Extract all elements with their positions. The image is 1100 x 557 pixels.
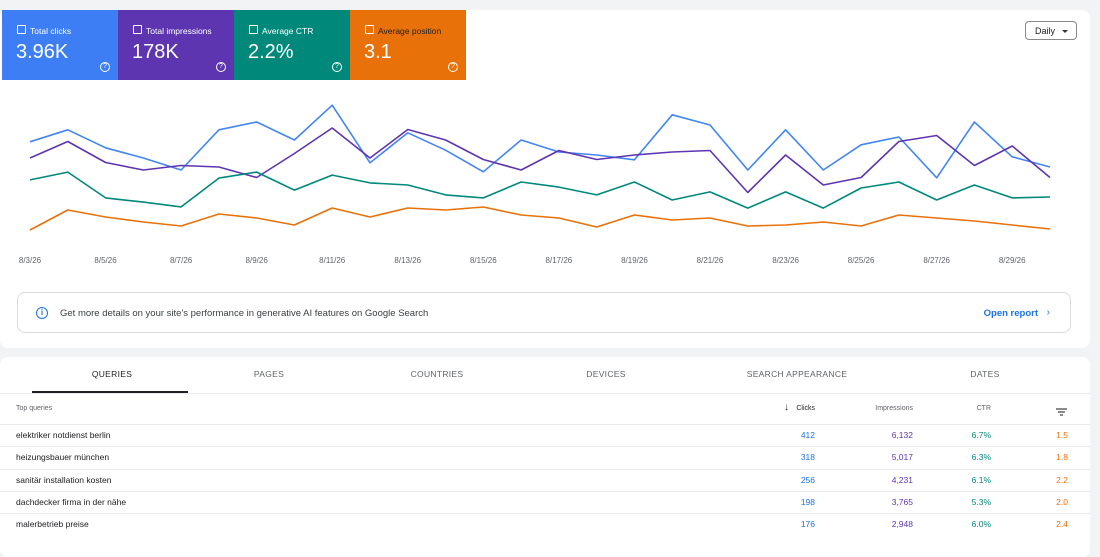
metric-cell: 5.3% — [971, 496, 991, 507]
metric-value: 2.2% — [248, 41, 294, 63]
x-tick-label: 8/27/26 — [923, 256, 950, 265]
tab[interactable]: COUNTRIES — [410, 369, 464, 379]
metric-value: 3.1 — [364, 41, 392, 63]
column-header[interactable]: CTR — [976, 405, 991, 412]
checkbox — [249, 25, 258, 34]
row-divider — [0, 513, 1090, 515]
checkbox — [133, 25, 142, 34]
metric-cell: 176 — [800, 519, 815, 530]
x-tick-label: 8/19/26 — [621, 256, 648, 265]
series-line — [29, 171, 1051, 209]
chevron-icon: › — [1046, 307, 1050, 318]
x-tick-label: 8/3/26 — [19, 256, 42, 265]
metric-label: Total clicks — [30, 26, 72, 36]
x-tick-label: 8/9/26 — [246, 256, 269, 265]
x-tick-label: 8/7/26 — [170, 256, 193, 265]
metric-cell: 6.0% — [971, 519, 991, 530]
tab[interactable]: QUERIES — [91, 369, 133, 379]
x-tick-label: 8/5/26 — [94, 256, 117, 265]
open-report-link[interactable]: Open report — [983, 308, 1038, 319]
metric-cell: 412 — [800, 430, 815, 440]
metric-cell: 2.0 — [1056, 496, 1068, 507]
series-line — [29, 127, 1051, 194]
row-divider — [0, 446, 1090, 448]
filter-icon[interactable] — [1056, 403, 1067, 416]
metric-cell: 6.1% — [971, 474, 991, 485]
metric-label: Average position — [378, 26, 442, 36]
metric-cell: 6,132 — [891, 430, 913, 440]
metric-cell: 256 — [800, 474, 815, 485]
metric-cell: 6.7% — [971, 430, 991, 440]
metric-cell: 2,948 — [891, 519, 913, 530]
metric-cell: 6.3% — [971, 452, 991, 463]
metric-value: 3.96K — [16, 41, 69, 63]
metric-tile[interactable]: Total clicks 3.96K? — [2, 10, 118, 80]
help-icon: ? — [216, 62, 226, 72]
x-tick-label: 8/13/26 — [394, 256, 421, 265]
x-tick-label: 8/21/26 — [697, 256, 724, 265]
metric-cell: 5,017 — [891, 452, 913, 463]
query-cell[interactable]: sanitär installation kosten — [16, 474, 112, 485]
x-tick-label: 8/29/26 — [999, 256, 1026, 265]
query-cell[interactable]: heizungsbauer münchen — [16, 452, 110, 463]
query-cell[interactable]: dachdecker firma in der nähe — [16, 496, 127, 507]
metric-cell: 1.8 — [1056, 452, 1068, 463]
banner-text: Get more details on your site's performa… — [60, 308, 429, 319]
checkbox — [17, 25, 26, 34]
metric-cell: 1.5 — [1056, 430, 1068, 440]
row-divider — [0, 424, 1090, 425]
ai-banner: i Get more details on your site's perfor… — [17, 292, 1071, 333]
active-tab-indicator — [32, 391, 188, 393]
tab[interactable]: SEARCH APPEARANCE — [746, 369, 848, 379]
query-cell[interactable]: malerbetrieb preise — [16, 519, 89, 530]
column-header: Top queries — [16, 405, 53, 412]
series-line — [29, 206, 1051, 231]
page: Total clicks 3.96K? Total impressions 178K?… — [0, 10, 1090, 557]
metric-cell: 3,765 — [891, 496, 913, 507]
metric-cell: 318 — [800, 452, 815, 463]
row-divider — [0, 468, 1090, 470]
x-tick-label: 8/25/26 — [848, 256, 875, 265]
metric-label: Average CTR — [262, 26, 314, 36]
metric-cell: 198 — [800, 496, 815, 507]
table-card — [0, 357, 1090, 557]
query-cell[interactable]: elektriker notdienst berlin — [16, 430, 111, 440]
metric-tile[interactable]: Average position 3.1? — [350, 10, 466, 80]
period-dropdown[interactable]: Daily — [1025, 21, 1077, 40]
divider — [0, 393, 1090, 394]
metric-tile[interactable]: Total impressions 178K? — [118, 10, 234, 80]
filter-glyph — [1056, 408, 1067, 416]
column-header[interactable]: Clicks — [796, 405, 815, 412]
metric-cell: 2.4 — [1056, 519, 1068, 530]
x-tick-label: 8/15/26 — [470, 256, 497, 265]
tab[interactable]: DEVICES — [586, 369, 626, 379]
sort-arrow: ↓ — [784, 402, 789, 413]
x-tick-label: 8/11/26 — [319, 256, 346, 265]
chart: 8/3/26 8/5/26 8/7/26 8/9/26 8/11/26 8/13/26 8/… — [19, 104, 1051, 265]
help-icon: ? — [448, 62, 458, 72]
help-icon: ? — [332, 62, 342, 72]
tab[interactable]: PAGES — [253, 369, 285, 379]
tab[interactable]: DATES — [970, 369, 1000, 379]
metric-value: 178K — [132, 41, 179, 63]
x-tick-label: 8/23/26 — [772, 256, 799, 265]
metric-label: Total impressions — [146, 26, 212, 36]
metric-cell: 4,231 — [891, 474, 913, 485]
x-tick-label: 8/17/26 — [546, 256, 573, 265]
metric-cell: 2.2 — [1056, 474, 1068, 485]
checkbox — [365, 25, 374, 34]
info-icon: i — [36, 307, 48, 319]
series-line — [29, 104, 1051, 179]
metric-tile[interactable]: Average CTR 2.2%? — [234, 10, 350, 80]
column-header[interactable]: Impressions — [875, 405, 913, 412]
row-divider — [0, 490, 1090, 492]
help-icon: ? — [100, 62, 110, 72]
